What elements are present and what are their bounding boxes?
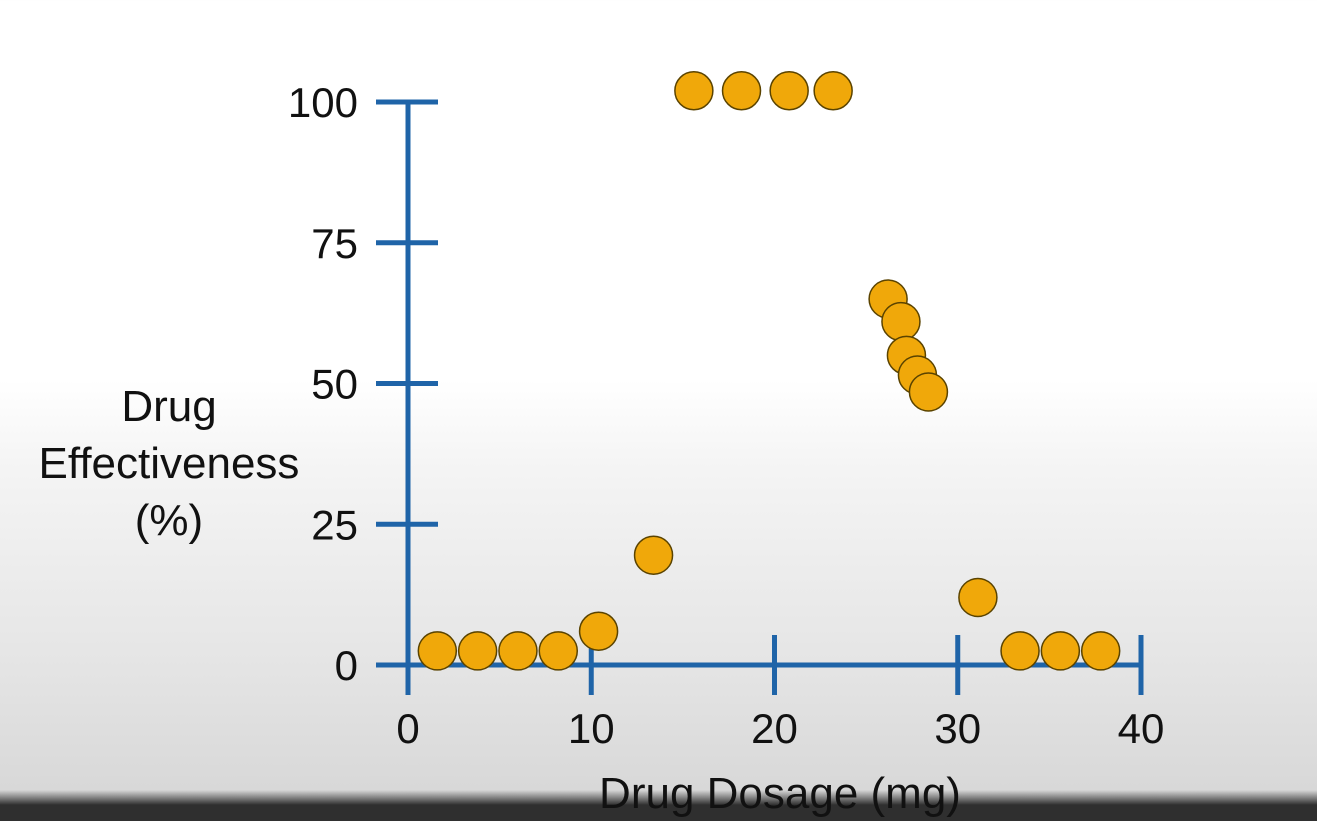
y-axis-label-line-3: (%): [135, 496, 203, 545]
data-point: [881, 301, 921, 342]
data-point: [633, 535, 674, 575]
data-point: [1000, 631, 1040, 671]
y-axis-label-line-2: Effectiveness: [39, 439, 300, 488]
y-tick-label: 75: [311, 220, 358, 267]
data-point: [1040, 631, 1081, 671]
x-tick-label: 40: [1118, 705, 1165, 752]
tick-labels: 0 25 50 75 100 0 10 20 30 40: [288, 79, 1164, 752]
data-point: [721, 70, 762, 111]
data-point: [498, 631, 538, 671]
y-axis-label-line-1: Drug: [121, 382, 216, 431]
axes: [376, 99, 1144, 695]
data-points: [417, 70, 1121, 671]
data-point: [1080, 631, 1121, 671]
data-point: [958, 577, 998, 618]
data-point: [457, 631, 498, 671]
x-tick-label: 20: [751, 705, 798, 752]
y-tick-label: 100: [288, 79, 358, 126]
data-point: [813, 70, 853, 111]
data-point: [417, 631, 458, 671]
x-tick-label: 30: [934, 705, 981, 752]
data-point: [538, 631, 579, 671]
x-axis-label: Drug Dosage (mg): [599, 769, 961, 818]
data-point: [769, 70, 809, 111]
y-tick-label: 50: [311, 361, 358, 408]
axis-labels: Drug Dosage (mg) Drug Effectiveness (%): [39, 382, 961, 818]
data-point: [578, 611, 619, 651]
data-point: [908, 372, 949, 412]
y-tick-label: 0: [335, 642, 358, 689]
x-tick-label: 0: [396, 705, 419, 752]
data-point: [674, 70, 714, 111]
x-tick-label: 10: [568, 705, 615, 752]
y-tick-label: 25: [311, 501, 358, 548]
